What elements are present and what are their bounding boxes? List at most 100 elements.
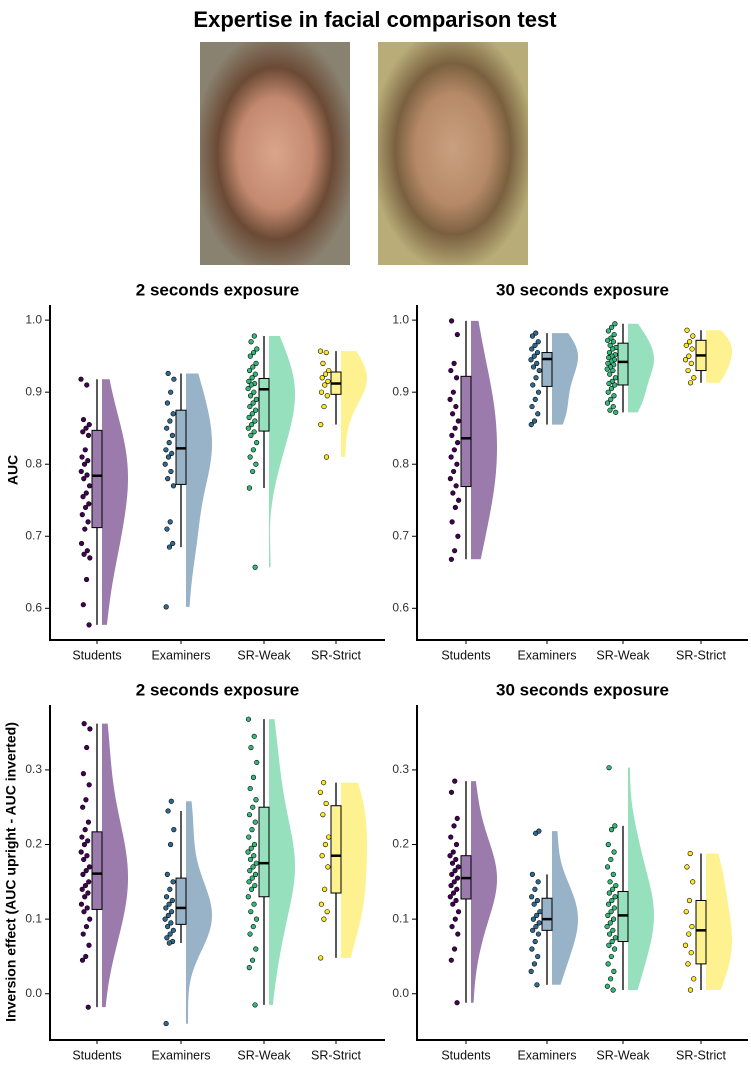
data-point xyxy=(319,375,325,381)
data-point xyxy=(604,366,610,372)
data-point xyxy=(609,897,615,904)
data-point xyxy=(448,882,454,889)
data-point xyxy=(253,461,259,467)
data-point xyxy=(606,380,612,387)
data-point xyxy=(536,920,542,926)
y-tick-label: 0.9 xyxy=(25,384,42,398)
data-point xyxy=(246,414,252,420)
data-point xyxy=(86,501,92,507)
data-point xyxy=(611,331,617,338)
data-point xyxy=(451,879,457,885)
data-point xyxy=(78,849,84,855)
box xyxy=(460,375,472,488)
data-point xyxy=(610,871,616,877)
data-point xyxy=(81,721,87,727)
data-point xyxy=(454,815,460,822)
data-point xyxy=(534,360,540,366)
data-point xyxy=(604,864,611,870)
density-cloud xyxy=(471,781,497,1003)
data-point xyxy=(451,447,457,453)
y-tick-label: 0.3 xyxy=(25,762,42,776)
data-point xyxy=(455,440,461,446)
data-point xyxy=(608,385,615,392)
data-point xyxy=(248,909,254,915)
data-point xyxy=(536,367,542,374)
x-tick-label: Students xyxy=(72,648,121,662)
data-point xyxy=(605,337,611,343)
data-point xyxy=(253,360,259,366)
data-point xyxy=(252,564,258,570)
data-point xyxy=(605,328,611,334)
data-point xyxy=(690,879,696,885)
data-point xyxy=(87,555,93,561)
data-point xyxy=(164,935,170,941)
data-point xyxy=(606,354,612,361)
data-point xyxy=(249,375,255,381)
data-point xyxy=(82,882,89,889)
data-point xyxy=(611,393,617,399)
data-point xyxy=(167,841,174,848)
data-point xyxy=(80,931,86,937)
data-point xyxy=(689,923,695,930)
data-point xyxy=(321,403,327,410)
data-point xyxy=(164,923,171,930)
y-tick-label: 0.6 xyxy=(392,600,409,614)
data-point xyxy=(535,411,541,417)
face-photo xyxy=(378,42,528,265)
data-point xyxy=(610,339,617,345)
data-point xyxy=(447,396,453,402)
data-point xyxy=(448,318,455,324)
data-point xyxy=(532,342,538,348)
data-point xyxy=(86,421,92,428)
data-point xyxy=(607,920,613,926)
data-point xyxy=(248,382,254,388)
data-point xyxy=(80,602,86,608)
data-point xyxy=(167,519,173,525)
data-point xyxy=(251,841,258,848)
data-point xyxy=(81,856,87,863)
x-tick-label: SR-Weak xyxy=(596,648,650,662)
data-point xyxy=(534,897,541,904)
data-point xyxy=(170,540,176,547)
data-point xyxy=(164,871,170,877)
data-point xyxy=(452,778,458,784)
data-point xyxy=(79,886,85,892)
y-axis-label: AUC xyxy=(5,455,21,485)
data-point xyxy=(449,871,455,877)
x-tick-label: Examiners xyxy=(151,648,210,662)
data-point xyxy=(531,901,537,907)
data-point xyxy=(79,957,86,963)
data-point xyxy=(252,371,258,377)
data-point xyxy=(606,765,612,771)
y-axis-label: Inversion effect (AUC upright - AUC inve… xyxy=(3,722,19,1022)
data-point xyxy=(83,425,89,431)
data-point xyxy=(608,826,615,833)
box xyxy=(175,877,187,925)
data-point xyxy=(606,931,613,937)
density-cloud xyxy=(552,831,578,985)
data-point xyxy=(86,622,92,628)
data-point xyxy=(252,1002,258,1008)
data-point xyxy=(163,1020,169,1027)
data-point xyxy=(453,483,459,489)
data-point xyxy=(529,871,535,877)
x-tick-label: Examiners xyxy=(151,1048,210,1062)
data-point xyxy=(253,916,260,922)
data-point xyxy=(250,349,257,356)
density-cloud xyxy=(102,723,128,1008)
data-point xyxy=(322,371,329,377)
data-point xyxy=(453,841,460,848)
data-point xyxy=(86,483,93,489)
data-point xyxy=(165,476,171,482)
data-point xyxy=(451,823,457,829)
data-point xyxy=(317,348,324,354)
data-point xyxy=(325,378,331,384)
data-point xyxy=(84,905,90,911)
data-point xyxy=(610,367,616,374)
data-point xyxy=(682,357,689,363)
data-point xyxy=(685,367,691,374)
data-point xyxy=(246,879,252,885)
data-point xyxy=(245,425,251,431)
data-point xyxy=(533,830,539,836)
data-point xyxy=(321,779,327,786)
